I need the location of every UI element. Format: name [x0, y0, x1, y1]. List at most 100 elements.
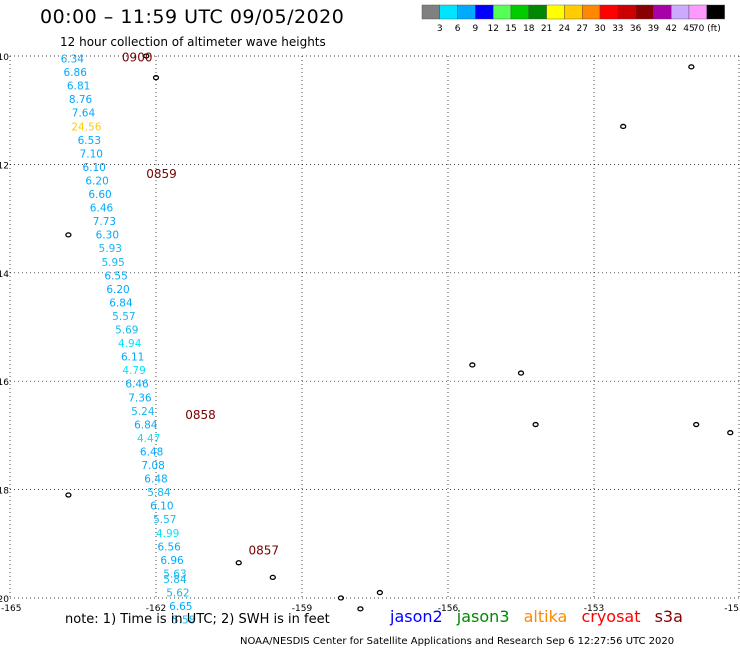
- y-tick-label: -20: [0, 595, 9, 605]
- legend-swatch: [599, 4, 618, 20]
- swh-data-label: 7.36: [128, 392, 152, 404]
- swh-data-label: 6.53: [78, 135, 101, 147]
- y-tick-label: -12: [0, 161, 9, 171]
- island-outline: [152, 75, 160, 81]
- swh-data-label: 7.10: [80, 148, 103, 160]
- island-outline: [517, 370, 525, 376]
- legend-label: 15: [505, 24, 516, 34]
- x-tick-label: -159: [292, 604, 313, 614]
- swh-data-label: 5.62: [166, 587, 189, 599]
- swh-data-label: 6.60: [88, 189, 111, 201]
- legend-label: 39: [648, 24, 660, 34]
- chart-title: 00:00 – 11:59 UTC 09/05/2020: [40, 6, 345, 28]
- legend-label: 3: [437, 24, 443, 34]
- swh-data-label: 4.47: [137, 433, 160, 445]
- swh-data-label: 8.76: [69, 94, 93, 106]
- island-outline: [337, 595, 345, 601]
- swh-data-label: 6.46: [125, 379, 149, 391]
- legend-swatch: [546, 4, 565, 20]
- credit-footer: NOAA/NESDIS Center for Satellite Applica…: [240, 636, 675, 647]
- island-outline: [727, 430, 734, 436]
- swh-data-label: 24.56: [71, 121, 101, 133]
- swh-data-label: 4.79: [122, 365, 145, 377]
- satellite-legend: jason2 jason3 altika cryosat s3a: [390, 607, 692, 626]
- legend-label: 45: [683, 24, 694, 34]
- legend-label: 30: [594, 24, 606, 34]
- island-outline: [469, 362, 476, 368]
- swh-data-label: 6.84: [109, 297, 133, 309]
- swh-data-label: 7.64: [72, 108, 96, 120]
- legend-label: 21: [541, 24, 552, 34]
- island-outline: [357, 606, 364, 612]
- swh-data-label: 6.84: [134, 419, 158, 431]
- satellite-cryosat: cryosat: [581, 607, 641, 626]
- time-label: 0859: [146, 167, 177, 181]
- swh-data-label: 6.20: [85, 175, 108, 187]
- swh-data-label: 6.48: [144, 474, 167, 486]
- satellite-s3a: s3a: [654, 607, 683, 626]
- legend-swatch: [421, 4, 440, 20]
- swh-data-label: 5.69: [115, 325, 138, 337]
- satellite-jason3: jason3: [456, 607, 510, 626]
- island-outline: [688, 64, 695, 70]
- swh-data-label: 4.99: [156, 528, 179, 540]
- legend-label: 6: [455, 24, 461, 34]
- time-label: 0900: [122, 50, 153, 64]
- legend-label: 27: [576, 24, 587, 34]
- legend-swatch: [688, 4, 707, 20]
- x-tick-label: -153: [584, 604, 604, 614]
- legend-swatch: [457, 4, 476, 20]
- legend-label: 33: [612, 24, 623, 34]
- legend-label: 12: [487, 24, 498, 34]
- legend-swatch: [564, 4, 583, 20]
- island-outline: [65, 492, 72, 498]
- legend-label: 42: [665, 24, 676, 34]
- swh-data-label: 6.30: [96, 230, 119, 242]
- legend-swatch: [617, 4, 636, 20]
- swh-data-label: 6.96: [160, 555, 184, 567]
- legend-swatch: [439, 4, 458, 20]
- swh-data-label: 6.86: [64, 67, 88, 79]
- y-tick-label: -16: [0, 378, 9, 388]
- satellite-altika: altika: [523, 607, 568, 626]
- swh-data-label: 7.73: [93, 216, 116, 228]
- swh-data-label: 5.58: [172, 614, 195, 626]
- satellite-jason2: jason2: [390, 607, 443, 626]
- swh-data-label: 6.65: [169, 601, 192, 613]
- swh-data-label: 6.81: [67, 81, 90, 93]
- swh-data-label: 5.57: [112, 311, 135, 323]
- swh-data-label: 6.11: [121, 352, 144, 364]
- swh-data-label: 5.95: [101, 257, 124, 269]
- legend-label: 36: [630, 24, 642, 34]
- legend-swatch: [653, 4, 672, 20]
- time-label: 0858: [185, 408, 216, 422]
- swh-data-label: 5.84: [163, 574, 187, 586]
- swh-data-label: 5.93: [99, 243, 122, 255]
- legend-swatch: [671, 4, 690, 20]
- x-tick-label: -162: [146, 604, 166, 614]
- island-outline: [693, 421, 700, 428]
- swh-data-label: 6.34: [61, 54, 85, 66]
- x-tick-label: -165: [1, 604, 21, 614]
- legend-swatch: [510, 4, 529, 20]
- island-outline: [65, 232, 72, 238]
- time-label: 0857: [248, 544, 279, 558]
- swh-data-label: 6.20: [106, 284, 129, 296]
- legend-swatch: [635, 4, 654, 20]
- swh-data-label: 5.84: [147, 487, 171, 499]
- legend-swatch: [528, 4, 547, 20]
- swh-data-label: 4.94: [118, 338, 142, 350]
- island-outline: [532, 421, 539, 428]
- swh-data-label: 6.55: [104, 270, 127, 282]
- swh-data-label: 6.48: [140, 446, 163, 458]
- legend-label: 24: [559, 24, 571, 34]
- legend-swatch: [706, 4, 725, 20]
- legend-swatch: [582, 4, 601, 20]
- swh-data-label: 6.46: [90, 203, 114, 215]
- legend-label: 9: [473, 24, 479, 34]
- y-tick-label: -14: [0, 270, 9, 280]
- swh-data-label: 6.10: [82, 162, 105, 174]
- x-tick-label: -156: [438, 604, 459, 614]
- legend-label: 70 (ft): [693, 24, 721, 34]
